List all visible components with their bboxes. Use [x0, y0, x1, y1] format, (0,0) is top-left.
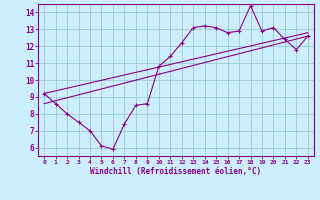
- X-axis label: Windchill (Refroidissement éolien,°C): Windchill (Refroidissement éolien,°C): [91, 167, 261, 176]
